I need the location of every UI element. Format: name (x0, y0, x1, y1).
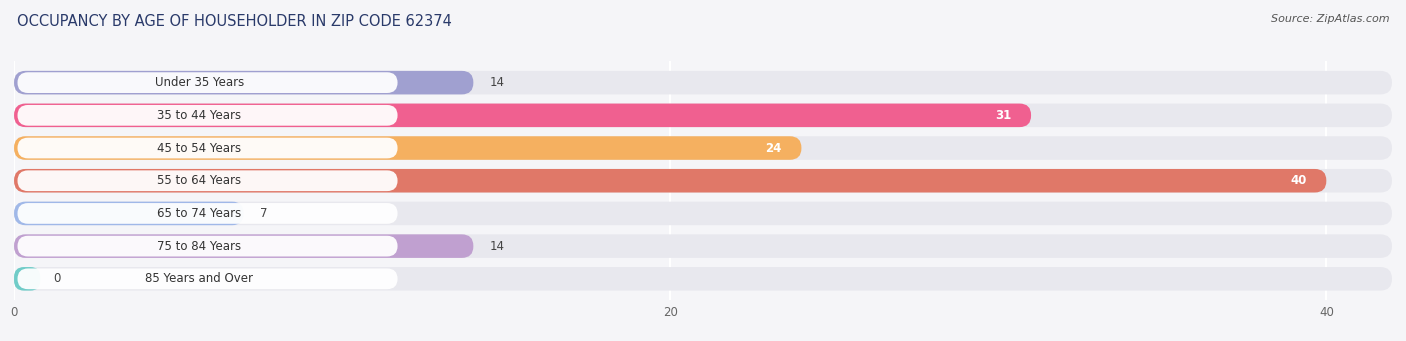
FancyBboxPatch shape (17, 236, 398, 256)
FancyBboxPatch shape (14, 71, 474, 94)
FancyBboxPatch shape (14, 202, 1392, 225)
Text: 14: 14 (489, 240, 505, 253)
FancyBboxPatch shape (17, 268, 398, 289)
Text: 7: 7 (260, 207, 267, 220)
FancyBboxPatch shape (17, 170, 398, 191)
FancyBboxPatch shape (14, 169, 1326, 193)
FancyBboxPatch shape (14, 104, 1031, 127)
FancyBboxPatch shape (14, 267, 1392, 291)
Text: 24: 24 (765, 142, 782, 154)
FancyBboxPatch shape (14, 136, 801, 160)
Text: 35 to 44 Years: 35 to 44 Years (157, 109, 242, 122)
FancyBboxPatch shape (17, 72, 398, 93)
FancyBboxPatch shape (14, 169, 1392, 193)
FancyBboxPatch shape (17, 203, 398, 224)
Text: Source: ZipAtlas.com: Source: ZipAtlas.com (1271, 14, 1389, 24)
Text: OCCUPANCY BY AGE OF HOUSEHOLDER IN ZIP CODE 62374: OCCUPANCY BY AGE OF HOUSEHOLDER IN ZIP C… (17, 14, 451, 29)
FancyBboxPatch shape (17, 105, 398, 126)
FancyBboxPatch shape (14, 234, 1392, 258)
Text: 14: 14 (489, 76, 505, 89)
Text: 31: 31 (995, 109, 1011, 122)
FancyBboxPatch shape (17, 138, 398, 158)
Text: 0: 0 (53, 272, 60, 285)
Text: 40: 40 (1291, 174, 1306, 187)
FancyBboxPatch shape (14, 71, 1392, 94)
FancyBboxPatch shape (14, 136, 1392, 160)
Text: 45 to 54 Years: 45 to 54 Years (157, 142, 242, 154)
FancyBboxPatch shape (14, 234, 474, 258)
Text: Under 35 Years: Under 35 Years (155, 76, 243, 89)
FancyBboxPatch shape (14, 202, 243, 225)
Text: 65 to 74 Years: 65 to 74 Years (157, 207, 242, 220)
Text: 55 to 64 Years: 55 to 64 Years (157, 174, 242, 187)
Text: 85 Years and Over: 85 Years and Over (145, 272, 253, 285)
FancyBboxPatch shape (14, 267, 41, 291)
FancyBboxPatch shape (14, 104, 1392, 127)
Text: 75 to 84 Years: 75 to 84 Years (157, 240, 242, 253)
